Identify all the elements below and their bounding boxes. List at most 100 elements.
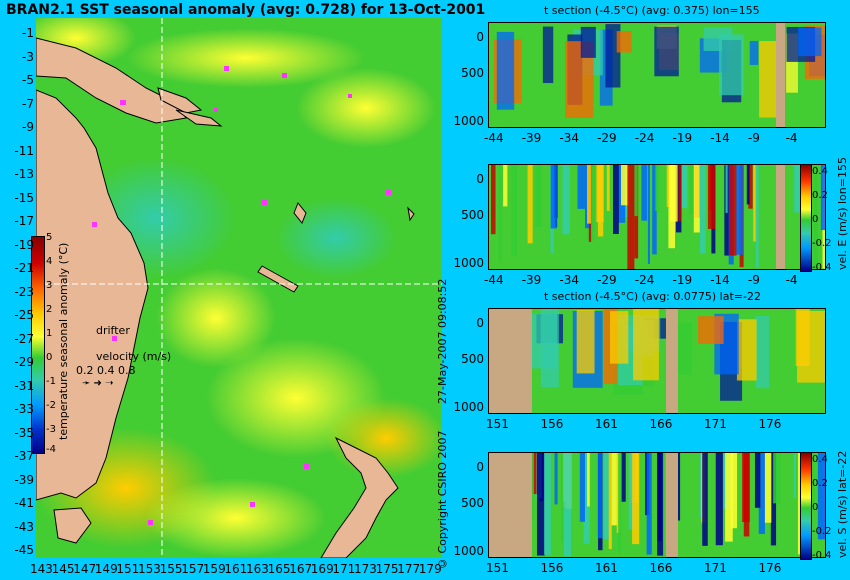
- lat-tick-label: -41: [14, 496, 34, 510]
- section-x-tick-label: -4: [785, 273, 798, 287]
- drifter-marker: [92, 222, 97, 227]
- depth-tick-label: 500: [461, 208, 484, 222]
- lat-tick-label: -3: [22, 49, 34, 64]
- velocity-scale-label: 0.2 0.4 0.8: [76, 364, 136, 377]
- section-x-tick-label: -24: [634, 273, 655, 287]
- drifter-marker: [386, 190, 391, 195]
- depth-tick-label: 500: [461, 496, 484, 510]
- plot-frame: [488, 22, 826, 128]
- colorbar-tick: 1: [46, 328, 53, 339]
- velocity-colorbar-tick: 0: [812, 502, 819, 513]
- lon-tick-label: 161: [224, 562, 248, 576]
- colorbar-tick: 4: [46, 256, 53, 267]
- lon-tick-label: 171: [332, 562, 356, 576]
- section-plot[interactable]: [488, 164, 826, 270]
- section-x-tick-label: 156: [540, 417, 564, 431]
- lon-tick-label: 159: [202, 562, 226, 576]
- lat-tick-label: -19: [14, 237, 34, 252]
- section-x-tick-label: -44: [484, 273, 504, 287]
- velocity-colorbar-tick: -0.2: [812, 526, 832, 537]
- drifter-marker: [282, 73, 287, 78]
- velocity-colorbar-label: vel. E (m/s) lon=155: [836, 157, 849, 270]
- velocity-colorbar-tick: 0.4: [812, 454, 828, 465]
- map-colorbar: [31, 236, 45, 454]
- section-x-tick-label: -29: [597, 131, 617, 145]
- depth-tick-label: 1000: [453, 114, 484, 128]
- colorbar-tick: 0: [46, 352, 53, 363]
- section-x-tick-label: 176: [758, 417, 782, 431]
- map-title: BRAN2.1 SST seasonal anomaly (avg: 0.728…: [6, 2, 486, 18]
- colorbar-tick: -2: [46, 400, 56, 411]
- colorbar-tick: -3: [46, 424, 56, 435]
- colorbar-label: temperature seasonal anomaly (°C): [57, 242, 70, 440]
- lat-tick-label: -15: [14, 190, 34, 205]
- section-x-tick-label: -14: [710, 131, 730, 145]
- section-x-tick-label: 161: [595, 561, 618, 575]
- lat-tick-label: -45: [14, 543, 34, 557]
- section-x-tick-label: -29: [597, 273, 617, 287]
- velocity-colorbar: [800, 164, 812, 272]
- lon-tick-label: 143: [30, 562, 53, 576]
- section-plot[interactable]: [488, 308, 826, 414]
- velocity-colorbar-tick: -0.4: [812, 550, 832, 561]
- drifter-marker: [224, 66, 229, 71]
- lat-tick-label: -37: [14, 449, 34, 463]
- drifter-marker: [262, 200, 267, 205]
- lon-tick-label: 167: [289, 562, 313, 576]
- lon-tick-label: 149: [94, 562, 118, 576]
- depth-tick-label: 500: [461, 352, 484, 366]
- velocity-colorbar-tick: 0: [812, 214, 819, 225]
- section-plot[interactable]: [488, 452, 826, 558]
- depth-tick-label: 1000: [453, 544, 484, 558]
- lat-tick-label: -35: [14, 425, 34, 440]
- section-x-tick-label: -4: [785, 131, 798, 145]
- section-x-tick-label: -34: [559, 273, 579, 287]
- lat-tick-label: -7: [22, 96, 34, 111]
- lat-tick-label: -11: [14, 143, 34, 158]
- lat-tick-label: -5: [22, 73, 34, 87]
- lat-tick-label: -29: [14, 355, 34, 369]
- colorbar-tick: 3: [46, 280, 53, 291]
- drifter-marker: [348, 94, 352, 98]
- drifter-marker: [120, 100, 126, 105]
- plot-frame: [488, 164, 826, 270]
- section-x-tick-label: 171: [704, 417, 727, 431]
- lon-tick-label: 157: [181, 562, 205, 576]
- panel-title: t section (-4.5°C) (avg: 0.0775) lat=-22: [544, 290, 761, 303]
- velocity-colorbar-tick: 0.2: [812, 478, 828, 489]
- colorbar-tick: 5: [46, 232, 53, 243]
- lat-tick-label: -23: [14, 284, 34, 299]
- section-x-tick-label: 166: [649, 561, 673, 575]
- lat-tick-label: -21: [14, 261, 34, 275]
- section-plot[interactable]: [488, 22, 826, 128]
- section-x-tick-label: -9: [747, 131, 760, 145]
- drifter-marker: [250, 502, 255, 507]
- section-x-tick-label: 151: [486, 561, 509, 575]
- velocity-colorbar-tick: -0.4: [812, 262, 832, 273]
- section-x-tick-label: 156: [540, 561, 564, 575]
- lon-tick-label: 153: [138, 562, 161, 576]
- sst-anomaly-map[interactable]: [36, 18, 442, 558]
- velocity-colorbar-tick: 0.2: [812, 190, 828, 201]
- lat-tick-label: -25: [14, 308, 34, 322]
- lat-tick-label: -17: [14, 214, 34, 228]
- drifter-marker: [214, 108, 218, 112]
- depth-tick-label: 1000: [453, 400, 484, 414]
- section-x-tick-label: 176: [758, 561, 782, 575]
- lat-tick-label: -9: [22, 120, 34, 134]
- velocity-colorbar-tick: 0.4: [812, 166, 828, 177]
- lat-tick-label: -1: [22, 26, 34, 40]
- lat-tick-label: -31: [14, 378, 34, 393]
- plot-frame: [488, 308, 826, 414]
- drifter-marker: [148, 520, 153, 525]
- lon-tick-label: 179: [418, 562, 442, 576]
- lat-tick-label: -39: [14, 472, 34, 487]
- lon-tick-label: 163: [246, 562, 269, 576]
- colorbar-tick: -1: [46, 376, 56, 387]
- section-x-tick-label: 161: [595, 417, 618, 431]
- velocity-arrows: ➛ ➜ ➝: [82, 378, 114, 389]
- depth-tick-label: 500: [461, 66, 484, 80]
- copyright: © Copyright CSIRO 2007: [436, 430, 449, 570]
- section-x-tick-label: -44: [484, 131, 504, 145]
- depth-tick-label: 1000: [453, 256, 484, 270]
